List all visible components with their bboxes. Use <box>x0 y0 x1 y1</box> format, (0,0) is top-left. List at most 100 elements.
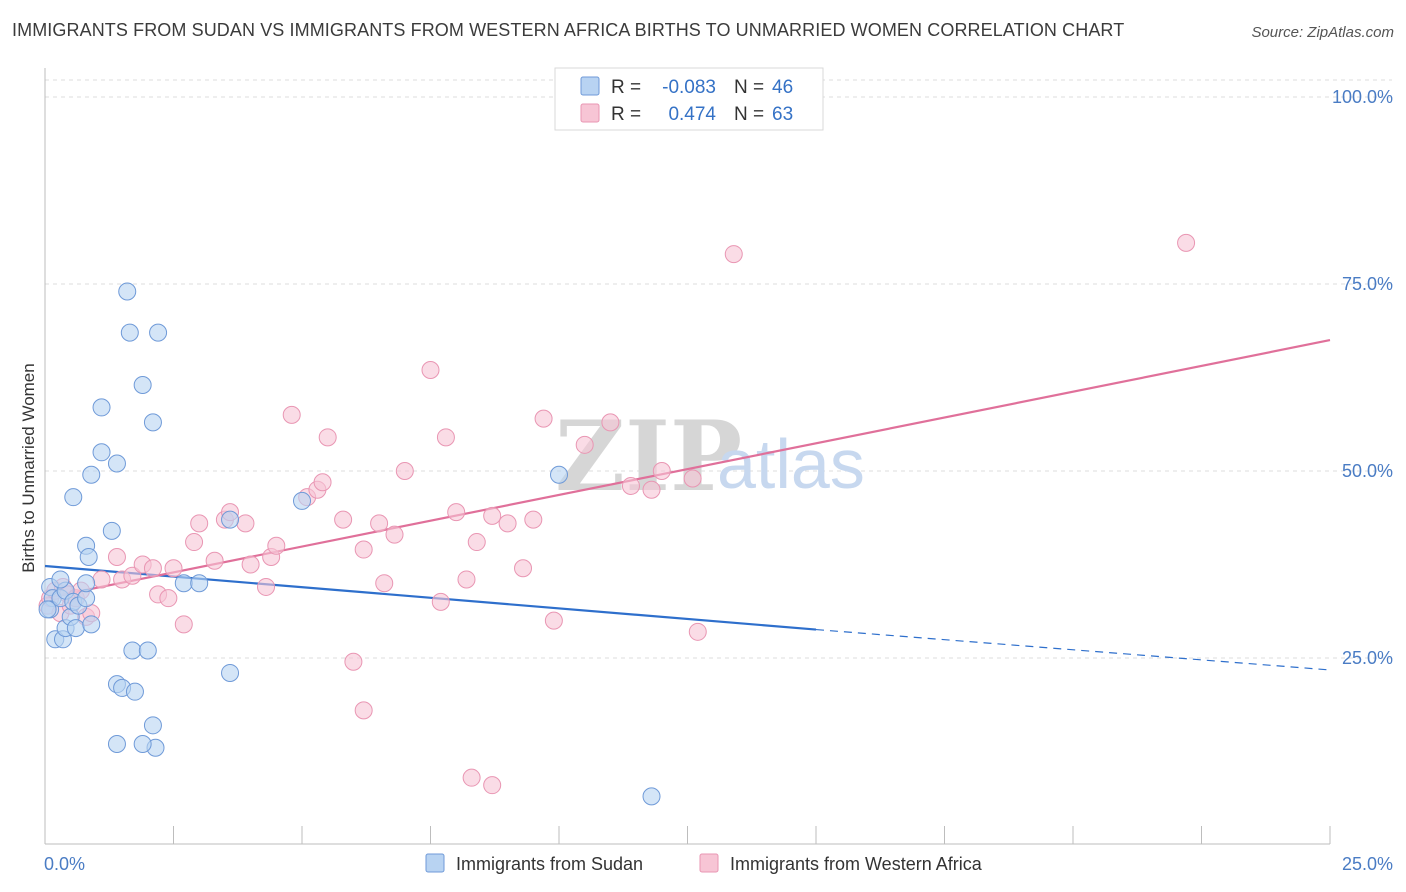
series-sudan <box>38 282 661 806</box>
legend-sudan-n-label: N = <box>734 77 764 98</box>
legend-sudan-r-label: R = <box>611 77 641 98</box>
data-point-western-africa <box>447 503 466 522</box>
data-point-western-africa <box>483 506 502 525</box>
data-point-western-africa <box>164 559 183 578</box>
data-point-sudan <box>190 574 209 593</box>
data-point-sudan <box>149 323 168 342</box>
legend-wa-r-label: R = <box>611 104 641 125</box>
data-point-sudan <box>77 574 96 593</box>
data-point-western-africa <box>534 409 553 428</box>
data-point-western-africa <box>267 536 286 555</box>
data-point-western-africa <box>92 570 111 589</box>
bottom-legend-western-africa: Immigrants from Western Africa <box>730 854 983 874</box>
data-point-western-africa <box>205 551 224 570</box>
legend-sudan-r-value: -0.083 <box>662 77 716 98</box>
y-tick-label: 100.0% <box>1332 87 1393 107</box>
legend-sudan-n-value: 46 <box>772 77 793 98</box>
data-point-sudan <box>133 735 152 754</box>
data-point-sudan <box>79 548 98 567</box>
data-point-sudan <box>64 488 83 507</box>
data-point-western-africa <box>241 555 260 574</box>
legend: R = -0.083 N = 46 R = 0.474 N = 63 <box>554 67 824 131</box>
data-point-western-africa <box>621 476 640 495</box>
watermark-atlas: atlas <box>717 425 865 503</box>
chart-title: IMMIGRANTS FROM SUDAN VS IMMIGRANTS FROM… <box>12 20 1125 40</box>
data-point-western-africa <box>370 514 389 533</box>
data-point-western-africa <box>1177 233 1196 252</box>
series-western-africa <box>38 233 1196 795</box>
data-point-western-africa <box>375 574 394 593</box>
data-point-western-africa <box>575 435 594 454</box>
data-point-western-africa <box>334 510 353 529</box>
data-point-sudan <box>66 619 85 638</box>
data-point-sudan <box>107 454 126 473</box>
data-point-western-africa <box>318 428 337 447</box>
x-tick-labels: 0.0% 25.0% <box>44 854 1393 874</box>
data-point-sudan <box>77 589 96 608</box>
data-point-western-africa <box>683 469 702 488</box>
data-point-western-africa <box>724 245 743 264</box>
y-tick-label: 25.0% <box>1342 648 1393 668</box>
data-point-western-africa <box>395 462 414 480</box>
data-point-western-africa <box>313 473 332 492</box>
data-point-western-africa <box>185 533 204 552</box>
data-point-western-africa <box>688 622 707 641</box>
data-point-sudan <box>550 465 568 484</box>
data-point-sudan <box>107 735 126 754</box>
data-point-western-africa <box>544 611 563 630</box>
y-tick-label: 75.0% <box>1342 274 1393 294</box>
data-point-sudan <box>102 521 121 540</box>
data-point-sudan <box>51 570 70 589</box>
axes <box>44 68 1331 845</box>
data-point-western-africa <box>190 514 209 533</box>
data-point-sudan <box>82 465 101 484</box>
data-point-western-africa <box>642 480 661 499</box>
data-point-western-africa <box>467 533 486 552</box>
legend-box <box>554 67 824 131</box>
data-point-sudan <box>642 787 661 806</box>
data-point-sudan <box>143 716 162 735</box>
data-point-sudan <box>133 375 152 394</box>
data-point-western-africa <box>257 577 276 596</box>
data-point-western-africa <box>236 514 255 533</box>
data-point-western-africa <box>354 701 373 720</box>
data-point-western-africa <box>514 559 533 578</box>
data-point-sudan <box>123 641 142 660</box>
y-axis-label: Births to Unmarried Women <box>19 363 38 572</box>
legend-swatch-sudan <box>580 76 600 96</box>
data-point-western-africa <box>483 776 502 795</box>
bottom-legend-sudan: Immigrants from Sudan <box>456 854 643 874</box>
x-tick-label: 0.0% <box>44 854 85 874</box>
data-point-western-africa <box>159 589 178 608</box>
data-point-sudan <box>118 282 137 301</box>
data-point-western-africa <box>354 540 373 559</box>
data-point-western-africa <box>385 525 404 544</box>
trend-line-western-africa <box>44 339 1331 600</box>
data-point-western-africa <box>174 615 193 634</box>
data-point-western-africa <box>498 514 517 533</box>
data-point-sudan <box>143 413 162 432</box>
data-point-sudan <box>92 443 111 462</box>
legend-swatch-western-africa <box>580 103 600 123</box>
data-point-sudan <box>174 574 193 593</box>
data-point-sudan <box>221 663 240 682</box>
data-point-sudan <box>120 323 139 342</box>
bottom-legend-swatch-sudan <box>425 853 445 873</box>
source-label: Source: ZipAtlas.com <box>1251 24 1394 41</box>
data-point-sudan <box>92 398 111 417</box>
legend-wa-r-value: 0.474 <box>668 104 716 125</box>
data-point-western-africa <box>436 428 455 447</box>
data-point-western-africa <box>457 570 476 589</box>
trend-line-sudan-extension <box>815 628 1331 671</box>
legend-wa-n-value: 63 <box>772 104 793 125</box>
data-point-western-africa <box>344 652 363 671</box>
data-point-western-africa <box>143 559 162 578</box>
watermark: ZIP atlas <box>555 400 865 513</box>
x-tick-label: 25.0% <box>1342 854 1393 874</box>
data-point-western-africa <box>462 768 481 787</box>
data-point-sudan <box>293 491 311 510</box>
data-point-western-africa <box>107 548 126 567</box>
bottom-legend: Immigrants from Sudan Immigrants from We… <box>425 853 983 874</box>
data-point-sudan <box>221 510 240 529</box>
